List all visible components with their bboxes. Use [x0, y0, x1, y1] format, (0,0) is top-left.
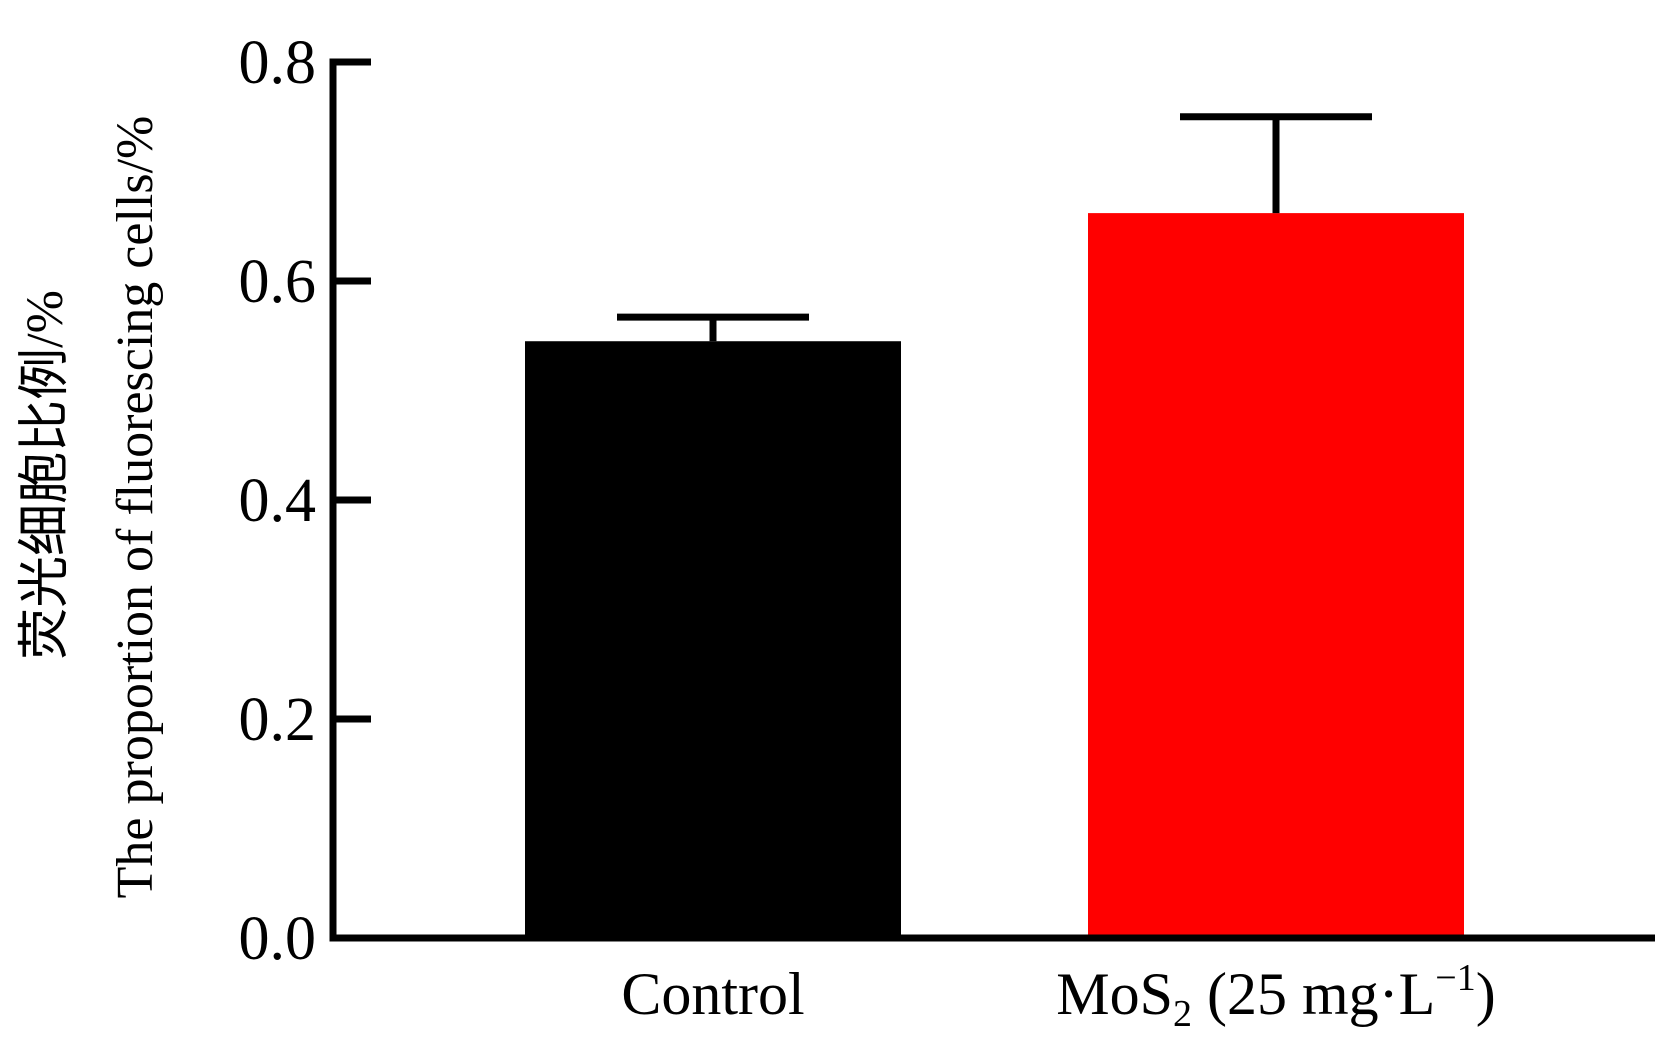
y-tick-label-0: 0.0: [239, 905, 317, 973]
error-bars-group: [617, 113, 1372, 342]
x-tick-labels-group: Control MoS2 (25 mg·L−1): [621, 957, 1495, 1035]
y-ticks-group: 0.0 0.2 0.4 0.6 0.8: [239, 29, 371, 973]
x-tick-label-0: Control: [621, 961, 804, 1027]
y-tick-label-2: 0.4: [239, 467, 317, 535]
y-axis-label: 荧光细胞比例/% The proportion of fluorescing c…: [17, 116, 164, 899]
bar-1: [1088, 213, 1464, 939]
y-axis-label-line-2: The proportion of fluorescing cells/%: [107, 116, 164, 899]
y-axis-label-line-1: 荧光细胞比例/%: [17, 290, 74, 660]
bar-0: [525, 341, 901, 939]
y-tick-label-4: 0.8: [239, 29, 317, 97]
y-tick-label-1: 0.2: [239, 686, 317, 754]
y-tick-label-3: 0.6: [239, 248, 317, 316]
x-tick-label-1: MoS2 (25 mg·L−1): [1056, 957, 1495, 1035]
bars-group: [525, 213, 1464, 939]
